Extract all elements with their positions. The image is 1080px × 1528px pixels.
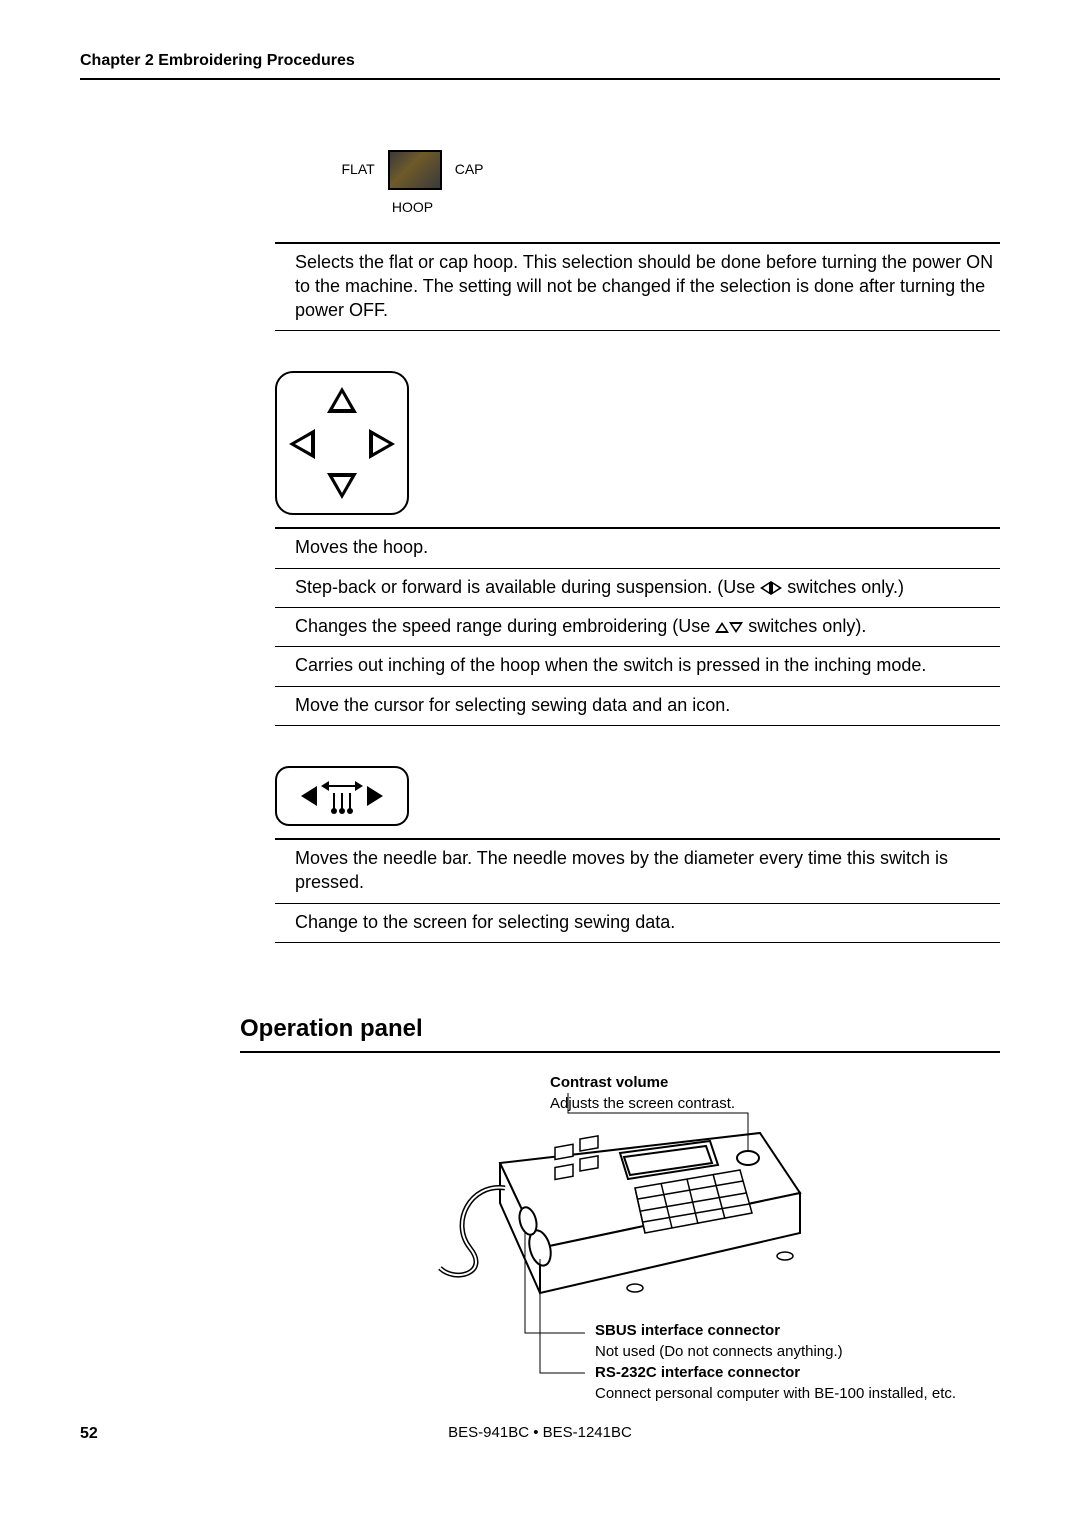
- direction-desc-4: Carries out inching of the hoop when the…: [275, 647, 1000, 686]
- needle-button-figure: [275, 766, 409, 826]
- direction-desc-2-pre: Step-back or forward is available during…: [295, 577, 760, 597]
- inline-up-triangle-icon: [715, 622, 729, 633]
- document-page: Chapter 2 Embroidering Procedures FLAT C…: [0, 0, 1080, 1493]
- contrast-desc: Adjusts the screen contrast.: [550, 1095, 735, 1112]
- direction-desc-1: Moves the hoop.: [275, 527, 1000, 568]
- rs232-callout: RS-232C interface connector Connect pers…: [595, 1363, 956, 1404]
- down-triangle-icon: [327, 473, 357, 499]
- operation-panel-figure: Contrast volume Adjusts the screen contr…: [240, 1073, 1000, 1403]
- right-triangle-icon: [369, 429, 395, 459]
- sbus-title: SBUS interface connector: [595, 1322, 780, 1339]
- direction-pad-figure: [275, 371, 409, 515]
- rs232-title: RS-232C interface connector: [595, 1364, 800, 1381]
- page-number: 52: [80, 1423, 98, 1445]
- sbus-desc: Not used (Do not connects anything.): [595, 1343, 843, 1360]
- hoop-screen-icon: [388, 150, 442, 190]
- direction-desc-3: Changes the speed range during embroider…: [275, 608, 1000, 647]
- hoop-cap-label: CAP: [455, 160, 484, 179]
- direction-desc-2-post: switches only.): [787, 577, 904, 597]
- page-footer: 52 BES-941BC • BES-1241BC: [80, 1423, 1000, 1453]
- hoop-selector-figure: FLAT CAP HOOP: [275, 150, 1000, 230]
- contrast-callout: Contrast volume Adjusts the screen contr…: [550, 1073, 735, 1114]
- direction-section: Moves the hoop. Step-back or forward is …: [275, 527, 1000, 725]
- hoop-flat-label: FLAT: [341, 160, 374, 179]
- contrast-title: Contrast volume: [550, 1074, 668, 1091]
- hoop-bottom-label: HOOP: [325, 198, 500, 217]
- solid-right-triangle-icon: [367, 786, 383, 806]
- needle-section: Moves the needle bar. The needle moves b…: [275, 838, 1000, 943]
- inline-down-triangle-icon: [729, 622, 743, 633]
- needle-desc-1: Moves the needle bar. The needle moves b…: [275, 838, 1000, 904]
- needle-center-icon: [321, 781, 363, 811]
- inline-right-triangle-icon: [771, 581, 782, 595]
- solid-left-triangle-icon: [301, 786, 317, 806]
- operation-panel-heading: Operation panel: [240, 1013, 1000, 1053]
- inline-left-triangle-icon: [760, 581, 771, 595]
- needle-desc-2: Change to the screen for selecting sewin…: [275, 904, 1000, 943]
- hoop-description: Selects the flat or cap hoop. This selec…: [275, 242, 1000, 332]
- direction-desc-2: Step-back or forward is available during…: [275, 569, 1000, 608]
- left-triangle-icon: [289, 429, 315, 459]
- up-triangle-icon: [327, 387, 357, 413]
- hoop-section: Selects the flat or cap hoop. This selec…: [275, 242, 1000, 332]
- footer-models: BES-941BC • BES-1241BC: [80, 1423, 1000, 1443]
- direction-desc-3-post: switches only).: [748, 616, 866, 636]
- sbus-callout: SBUS interface connector Not used (Do no…: [595, 1321, 843, 1362]
- direction-desc-5: Move the cursor for selecting sewing dat…: [275, 687, 1000, 726]
- direction-desc-3-pre: Changes the speed range during embroider…: [295, 616, 715, 636]
- chapter-header: Chapter 2 Embroidering Procedures: [80, 50, 1000, 80]
- rs232-desc: Connect personal computer with BE-100 in…: [595, 1385, 956, 1402]
